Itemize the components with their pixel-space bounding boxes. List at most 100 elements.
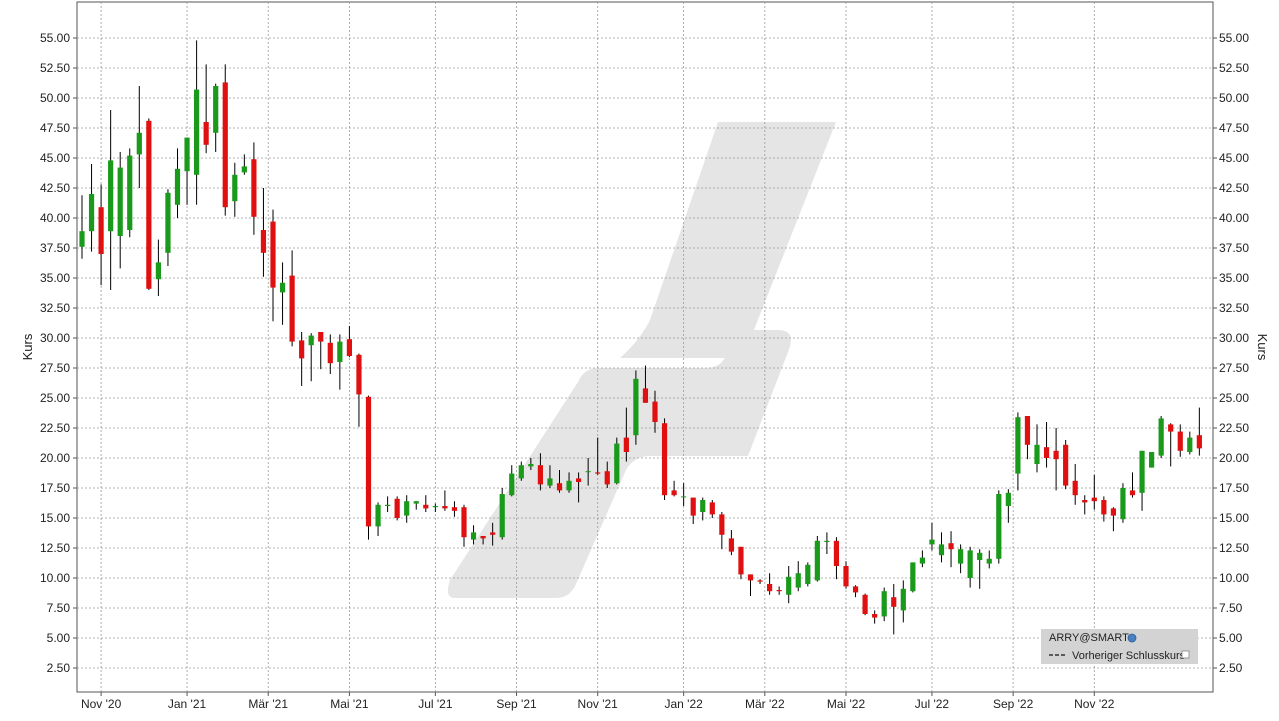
y-tick-label-right: 40.00	[1219, 211, 1249, 225]
candle	[652, 390, 658, 433]
candle-body-down	[327, 342, 333, 364]
candle-body-up	[967, 550, 973, 578]
x-tick-label: Mai '22	[827, 697, 866, 711]
candle	[767, 573, 773, 595]
candle	[308, 333, 314, 382]
candle	[346, 326, 352, 358]
candle-body-down	[203, 122, 209, 145]
y-axis-left: 2.50 5.00 7.50 10.00 12.50 15.00 17.50 20.00 22.…	[40, 31, 77, 675]
candle-body-down	[690, 497, 696, 516]
candle-body-up	[786, 576, 792, 595]
y-tick-label-right: 5.00	[1219, 631, 1243, 645]
candle-body-down	[776, 590, 782, 592]
candle	[509, 465, 515, 497]
y-tick-label-left: 27.50	[40, 361, 70, 375]
candle-body-down	[728, 538, 734, 552]
candle-body-down	[98, 207, 104, 254]
y-tick-label-left: 37.50	[40, 241, 70, 255]
y-tick-label-right: 2.50	[1219, 661, 1243, 675]
candle-body-down	[767, 584, 773, 592]
candle	[413, 501, 419, 510]
candle	[241, 154, 247, 175]
candle-body-down	[480, 536, 486, 539]
candle	[700, 497, 706, 521]
candle	[595, 437, 601, 475]
candle	[337, 334, 343, 390]
candle	[1063, 440, 1069, 490]
candle-body-down	[1101, 500, 1107, 515]
candle-body-up	[1034, 444, 1040, 464]
legend-box	[1041, 629, 1198, 664]
candle-body-down	[461, 507, 467, 538]
candle	[872, 610, 878, 624]
candle-body-down	[146, 120, 152, 289]
candle-body-down	[299, 340, 305, 359]
candle-body-up	[585, 471, 591, 473]
candle	[1158, 416, 1164, 458]
candle-body-down	[1196, 435, 1202, 449]
candle	[270, 209, 276, 322]
candle	[1082, 495, 1088, 515]
candle	[967, 546, 973, 588]
x-tick-label: Nov '20	[81, 697, 122, 711]
y-tick-label-right: 32.50	[1219, 301, 1249, 315]
y-tick-label-left: 15.00	[40, 511, 70, 525]
candle-body-down	[719, 514, 725, 535]
candle-body-down	[394, 498, 400, 518]
x-tick-label: Jul '22	[915, 697, 950, 711]
candle-body-up	[155, 262, 161, 280]
candle	[1072, 464, 1078, 505]
candle	[222, 64, 228, 216]
candle-body-up	[996, 494, 1002, 559]
candle	[375, 502, 381, 536]
candle-body-up	[805, 564, 811, 584]
candle	[146, 118, 152, 290]
candle-body-down	[1110, 508, 1116, 516]
candle-body-up	[117, 167, 123, 236]
candle	[1177, 424, 1183, 457]
candle	[251, 142, 257, 235]
candle-body-up	[337, 341, 343, 362]
candle	[499, 488, 505, 540]
candle-body-down	[595, 472, 601, 474]
legend-checkbox-icon[interactable]	[1181, 650, 1190, 659]
candle-body-down	[318, 332, 324, 342]
candle-body-down	[346, 339, 352, 356]
candle-body-down	[833, 540, 840, 566]
candle-body-up	[1015, 417, 1021, 474]
globe-icon	[1127, 633, 1137, 643]
candle-body-down	[365, 396, 372, 527]
candle	[948, 531, 954, 568]
y-axis-title-right: Kurs	[1255, 334, 1270, 361]
candle-body-down	[671, 490, 677, 496]
candle-body-up	[986, 558, 992, 564]
y-tick-label-right: 10.00	[1219, 571, 1249, 585]
candle	[1034, 424, 1040, 473]
y-tick-label-left: 12.50	[40, 541, 70, 555]
candle	[260, 188, 267, 277]
candle-body-up	[375, 504, 381, 527]
candle-body-up	[633, 378, 639, 436]
candle	[1110, 507, 1116, 532]
candle	[585, 458, 591, 486]
candle	[833, 537, 840, 580]
candle-body-down	[709, 502, 715, 515]
candle	[480, 536, 486, 545]
y-tick-label-left: 30.00	[40, 331, 70, 345]
candle	[977, 549, 983, 589]
candle-body-up	[1139, 450, 1145, 493]
candle-body-up	[977, 552, 983, 560]
candle	[1101, 496, 1107, 522]
candlestick-series	[79, 40, 1202, 635]
candle-body-up	[910, 562, 916, 592]
candle	[1043, 422, 1050, 468]
candle	[642, 365, 649, 403]
candle-body-down	[747, 574, 754, 581]
candle	[490, 522, 496, 546]
candle-body-down	[652, 401, 658, 422]
candle	[814, 536, 820, 582]
y-tick-label-right: 55.00	[1219, 31, 1249, 45]
candle-body-down	[423, 504, 429, 509]
candle	[1005, 489, 1011, 523]
candle	[919, 550, 925, 568]
